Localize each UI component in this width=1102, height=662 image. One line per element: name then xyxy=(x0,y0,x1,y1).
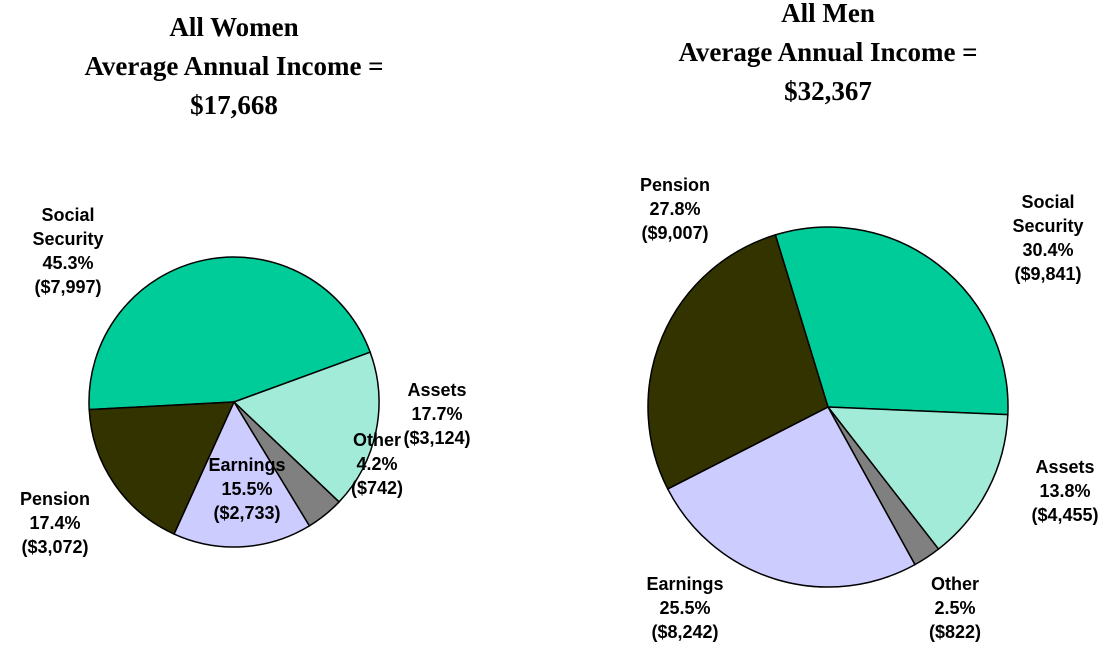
amount-label: ($2,733) xyxy=(213,503,281,523)
category-label: Other xyxy=(930,574,979,594)
amount-label: ($3,072) xyxy=(21,537,89,557)
pie-slice xyxy=(666,406,916,588)
category-label: Pension xyxy=(639,175,710,195)
category-label: Pension xyxy=(19,489,90,509)
title-line: $32,367 xyxy=(784,76,872,106)
slice-label: Pension 17.4% ($3,072) xyxy=(0,487,115,559)
percent-label: 30.4% xyxy=(1022,240,1074,260)
slice-label: Social Security 30.4% ($9,841) xyxy=(988,190,1102,286)
slice-label: Pension 27.8% ($9,007) xyxy=(615,173,735,245)
title-line: $17,668 xyxy=(190,90,278,120)
slice-label: Earnings 25.5% ($8,242) xyxy=(625,572,745,644)
amount-label: ($7,997) xyxy=(34,277,102,297)
category-label: Assets xyxy=(407,380,467,400)
amount-label: ($8,242) xyxy=(651,622,719,642)
slice-label: Other 2.5% ($822) xyxy=(895,572,1015,644)
title-line: All Men xyxy=(781,0,875,28)
slice-label: Assets 13.8% ($4,455) xyxy=(1005,455,1102,527)
slice-label: Social Security 45.3% ($7,997) xyxy=(8,203,128,299)
percent-label: 17.4% xyxy=(29,513,81,533)
pie-slice xyxy=(88,256,372,411)
percent-label: 2.5% xyxy=(934,598,976,618)
pie-slice xyxy=(173,400,311,548)
percent-label: 45.3% xyxy=(42,253,94,273)
slice-label: Assets 17.7% ($3,124) xyxy=(377,378,497,450)
percent-label: 17.7% xyxy=(411,404,463,424)
title-line: Average Annual Income = xyxy=(84,51,384,81)
category-label: Earnings xyxy=(646,574,724,594)
category-label: Assets xyxy=(1035,457,1095,477)
amount-label: ($4,455) xyxy=(1031,505,1099,525)
chart-title: All Women Average Annual Income = $17,668 xyxy=(24,8,444,125)
pie-slice xyxy=(232,351,380,504)
category-label: Social Security xyxy=(1012,192,1084,236)
slice-label: Other 4.2% ($742) xyxy=(317,428,437,500)
percent-label: 27.8% xyxy=(649,199,701,219)
percent-label: 25.5% xyxy=(659,598,711,618)
amount-label: ($742) xyxy=(350,478,404,498)
pie-slice xyxy=(647,233,829,490)
chart-title: All Men Average Annual Income = $32,367 xyxy=(618,0,1038,111)
category-label: Earnings xyxy=(208,455,286,475)
pie-slice xyxy=(88,401,236,536)
amount-label: ($822) xyxy=(928,622,982,642)
amount-label: ($9,007) xyxy=(641,223,709,243)
title-line: All Women xyxy=(169,12,299,42)
amount-label: ($9,841) xyxy=(1014,264,1082,284)
title-line: Average Annual Income = xyxy=(678,37,978,67)
amount-label: ($3,124) xyxy=(403,428,471,448)
category-label: Social Security xyxy=(32,205,104,249)
percent-label: 4.2% xyxy=(356,454,398,474)
slice-label: Earnings 15.5% ($2,733) xyxy=(187,453,307,525)
pie-slice xyxy=(774,226,1009,416)
pie-slice xyxy=(826,406,1009,551)
category-label: Other xyxy=(352,430,401,450)
percent-label: 15.5% xyxy=(221,479,273,499)
percent-label: 13.8% xyxy=(1039,481,1091,501)
